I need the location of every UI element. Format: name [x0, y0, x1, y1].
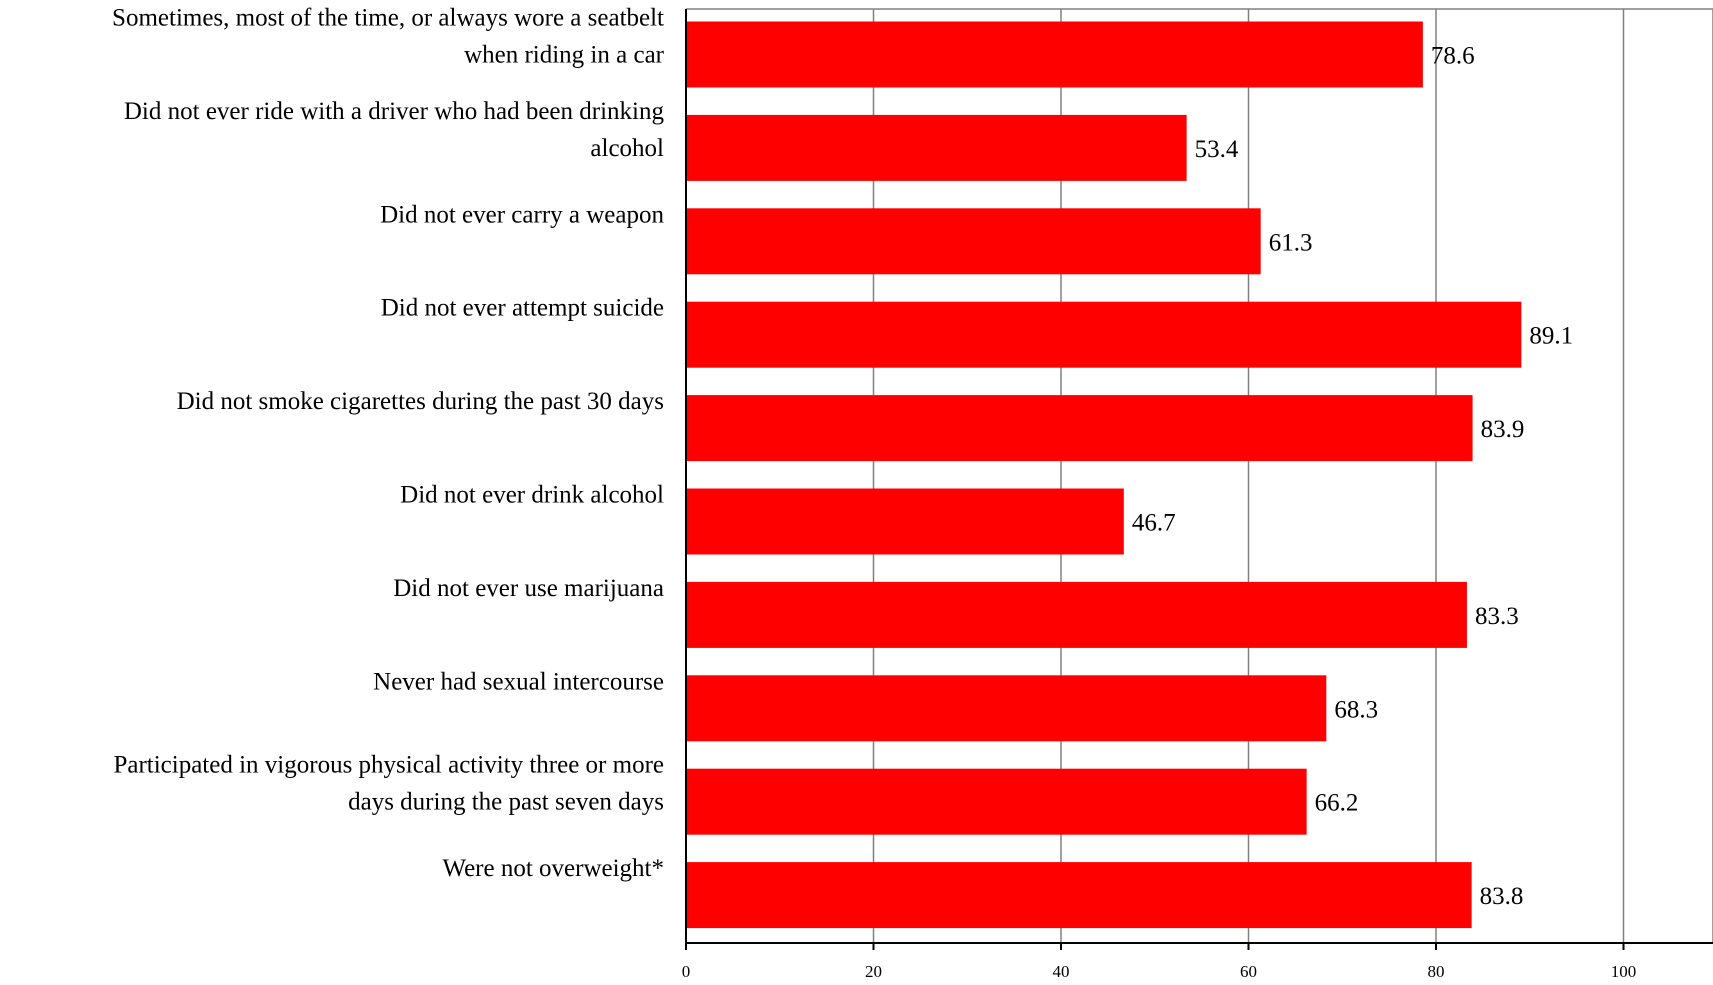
value-label-4: 89.1 — [1529, 323, 1573, 350]
value-label-2: 53.4 — [1195, 136, 1239, 163]
value-label-5: 83.9 — [1481, 416, 1525, 443]
value-label-6: 46.7 — [1132, 510, 1176, 537]
category-label-5: Did not smoke cigarettes during the past… — [177, 388, 664, 415]
category-label-7: Did not ever use marijuana — [393, 575, 664, 602]
category-label-2: Did not ever ride with a driver who had … — [124, 98, 665, 162]
bar-5 — [686, 395, 1473, 462]
bar-4 — [686, 301, 1522, 368]
bar-6 — [686, 488, 1124, 555]
bar-3 — [686, 208, 1261, 275]
tick-labels: 0 20 40 60 80 100 — [682, 962, 1637, 981]
value-label-7: 83.3 — [1475, 603, 1519, 630]
category-label-6: Did not ever drink alcohol — [400, 482, 664, 509]
x-tick-label-20: 20 — [865, 962, 882, 981]
value-label-1: 78.6 — [1431, 43, 1475, 70]
bars — [686, 21, 1522, 929]
category-label-4: Did not ever attempt suicide — [381, 295, 664, 322]
value-label-8: 68.3 — [1334, 696, 1378, 723]
x-tick-label-40: 40 — [1053, 962, 1070, 981]
bar-10 — [686, 862, 1472, 929]
value-label-9: 66.2 — [1315, 790, 1359, 817]
category-labels: Sometimes, most of the time, or always w… — [112, 5, 665, 883]
value-label-10: 83.8 — [1480, 883, 1524, 910]
value-label-3: 61.3 — [1269, 229, 1313, 256]
value-labels: 78.6 53.4 61.3 89.1 83.9 46.7 83.3 68.3 66.2 83.8 — [1132, 43, 1573, 911]
x-tick-label-80: 80 — [1428, 962, 1445, 981]
category-label-10: Were not overweight* — [442, 855, 664, 882]
bar-8 — [686, 675, 1327, 742]
x-tick-label-60: 60 — [1240, 962, 1257, 981]
x-tick-label-100: 100 — [1611, 962, 1637, 981]
category-label-9: Participated in vigorous physical activi… — [113, 752, 664, 816]
axes — [685, 9, 1713, 950]
bar-2 — [686, 114, 1187, 181]
x-tick-label-0: 0 — [682, 962, 691, 981]
bar-9 — [686, 768, 1307, 835]
bar-1 — [686, 21, 1423, 88]
category-label-1: Sometimes, most of the time, or always w… — [112, 5, 665, 69]
category-label-3: Did not ever carry a weapon — [380, 201, 664, 228]
bar-7 — [686, 581, 1467, 648]
category-label-8: Never had sexual intercourse — [373, 668, 664, 695]
